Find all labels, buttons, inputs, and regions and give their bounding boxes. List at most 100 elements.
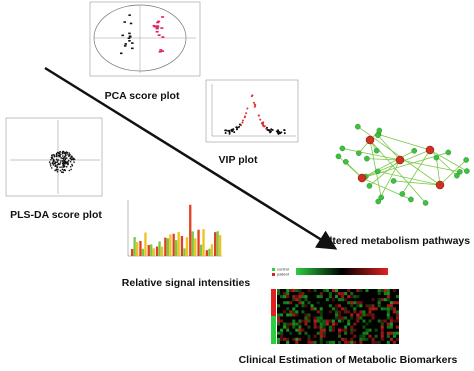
- heat-cell: [277, 337, 281, 341]
- heat-cell: [341, 316, 345, 320]
- heat-cell: [307, 313, 311, 317]
- heat-cell: [344, 316, 348, 320]
- heat-cell: [301, 292, 305, 296]
- heat-cell: [283, 322, 287, 326]
- heat-cell: [344, 331, 348, 335]
- heat-cell: [280, 337, 284, 341]
- heat-cell: [338, 298, 342, 302]
- heat-cell: [338, 340, 342, 344]
- heat-cell: [304, 298, 308, 302]
- heat-cell: [319, 316, 323, 320]
- heat-cell: [289, 301, 293, 305]
- heat-cell: [295, 298, 299, 302]
- heat-cell: [344, 328, 348, 332]
- network-edge: [401, 149, 431, 195]
- plsda-point: [53, 155, 56, 158]
- bar: [185, 237, 189, 256]
- vip-point: [228, 131, 231, 134]
- heat-cell: [286, 337, 290, 341]
- heat-cell: [344, 325, 348, 329]
- biomarkers-label: Clinical Estimation of Metabolic Biomark…: [239, 354, 458, 366]
- heat-cell: [347, 295, 351, 299]
- heat-cell: [304, 319, 308, 323]
- plsda-point: [62, 163, 65, 165]
- heat-cell: [380, 328, 384, 332]
- vip-point: [257, 114, 260, 117]
- heat-cell: [338, 316, 342, 320]
- vip-point: [243, 116, 246, 119]
- heat-cell: [368, 310, 372, 314]
- plsda-point: [53, 160, 55, 163]
- bar: [144, 232, 147, 256]
- pca-point: [159, 49, 163, 51]
- heat-cell: [301, 310, 305, 314]
- plsda-point: [59, 155, 62, 157]
- heat-cell: [347, 319, 351, 323]
- vip-point: [267, 128, 270, 131]
- heat-cell: [319, 331, 323, 335]
- plsda-point: [54, 161, 57, 163]
- heat-cell: [301, 301, 305, 305]
- heat-cell: [286, 292, 290, 296]
- heat-cell: [307, 289, 311, 293]
- legend-item: control: [277, 267, 289, 272]
- heat-cell: [286, 301, 290, 305]
- plsda-point: [52, 154, 55, 156]
- heat-cell: [286, 322, 290, 326]
- heat-cell: [386, 331, 390, 335]
- heat-cell: [277, 304, 281, 308]
- heat-cell: [356, 313, 360, 317]
- vip-point: [235, 128, 238, 131]
- heat-cell: [371, 298, 375, 302]
- network-node: [411, 147, 418, 154]
- heat-cell: [298, 298, 302, 302]
- heat-cell: [350, 301, 354, 305]
- heat-cell: [319, 340, 323, 344]
- network-hub: [357, 173, 367, 183]
- vip-point: [277, 130, 280, 133]
- pca-point: [155, 30, 159, 33]
- pca-point: [128, 32, 131, 35]
- heat-cell: [386, 325, 390, 329]
- network-node: [339, 145, 346, 152]
- heat-cell: [377, 289, 381, 293]
- heat-cell: [313, 322, 317, 326]
- heat-cell: [362, 334, 366, 338]
- heat-cell: [341, 319, 345, 323]
- heat-cell: [386, 334, 390, 338]
- heat-cell: [292, 289, 296, 293]
- pca-point: [161, 36, 165, 38]
- heat-cell: [362, 331, 366, 335]
- heat-cell: [292, 307, 296, 311]
- bar: [219, 235, 222, 256]
- heat-cell: [359, 334, 363, 338]
- heat-cell: [395, 313, 399, 317]
- heat-cell: [374, 307, 378, 311]
- network-edge: [361, 150, 415, 179]
- plsda-point: [67, 162, 69, 165]
- heat-cell: [359, 313, 363, 317]
- heat-cell: [301, 304, 305, 308]
- bar: [214, 232, 217, 256]
- pca-point: [128, 14, 131, 16]
- heat-cell: [371, 340, 375, 344]
- network-node: [433, 154, 440, 161]
- heat-cell: [347, 340, 351, 344]
- heat-cell: [389, 325, 393, 329]
- plsda-point: [49, 163, 52, 165]
- heat-cell: [368, 328, 372, 332]
- plsda-point: [70, 168, 72, 171]
- heat-cell: [383, 298, 387, 302]
- plsda-point: [58, 163, 61, 166]
- heat-cell: [365, 289, 369, 293]
- bar: [208, 248, 211, 256]
- heat-cell: [298, 337, 302, 341]
- heat-cell: [334, 292, 338, 296]
- heat-cell: [331, 322, 335, 326]
- heat-cell: [359, 340, 363, 344]
- heat-cell: [356, 295, 360, 299]
- heat-cell: [307, 340, 311, 344]
- network-edge: [366, 158, 401, 161]
- heat-cell: [392, 340, 396, 344]
- heat-cell: [356, 301, 360, 305]
